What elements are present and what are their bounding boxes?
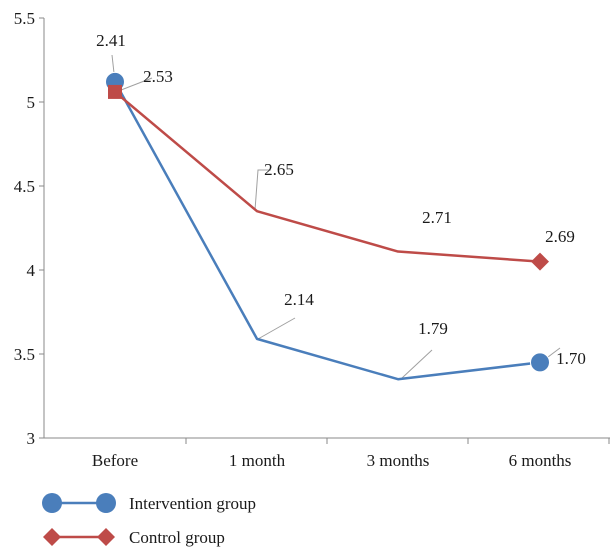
data-point (108, 84, 122, 99)
x-tick-label: 3 months (367, 451, 430, 470)
y-tick-label: 4 (27, 261, 36, 280)
data-point (531, 252, 549, 271)
data-labels: 2.41 2.14 1.79 1.70 2.53 2.65 2.71 2.69 (96, 31, 586, 368)
data-label: 2.53 (143, 67, 173, 86)
legend-label: Control group (129, 528, 225, 547)
x-tick-label: 1 month (229, 451, 286, 470)
y-tick-label: 4.5 (14, 177, 35, 196)
label-leader-lines (111, 54, 561, 379)
data-label: 2.69 (545, 227, 575, 246)
y-tick-label: 5 (27, 93, 36, 112)
legend-marker (43, 528, 61, 546)
y-tick-label: 3.5 (14, 345, 35, 364)
label-leader (401, 349, 433, 379)
x-tick-label: 6 months (509, 451, 572, 470)
y-tick-label: 5.5 (14, 9, 35, 28)
label-leader (257, 317, 296, 340)
y-tick-label: 3 (27, 429, 36, 448)
series-line-control (114, 90, 541, 263)
x-axis: Before 1 month 3 months 6 months (44, 437, 610, 470)
series-line-intervention (113, 81, 541, 381)
series-lines (105, 71, 550, 381)
data-label: 1.70 (556, 349, 586, 368)
data-label: 2.41 (96, 31, 126, 50)
data-label: 2.14 (284, 290, 314, 309)
label-leader (254, 169, 271, 211)
data-label: 2.65 (264, 160, 294, 179)
data-point (530, 352, 550, 373)
x-tick-label: Before (92, 451, 138, 470)
data-label: 2.71 (422, 208, 452, 227)
legend-marker (97, 528, 115, 546)
data-label: 1.79 (418, 319, 448, 338)
legend-label: Intervention group (129, 494, 256, 513)
legend-marker (96, 493, 116, 513)
label-leader (111, 54, 115, 74)
legend-marker (42, 493, 62, 513)
legend: Intervention group Control group (42, 493, 256, 547)
y-axis: 3 3.5 4 4.5 5 5.5 (14, 9, 45, 448)
